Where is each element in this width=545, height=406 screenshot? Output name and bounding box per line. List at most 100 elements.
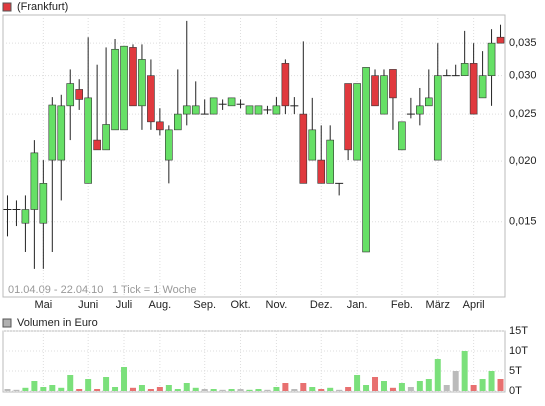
candle-body: [75, 89, 83, 100]
candle-body: [299, 113, 308, 184]
candle-body: [191, 105, 200, 115]
candle-body: [102, 124, 110, 151]
volume-bar: [219, 389, 226, 391]
volume-bar: [407, 387, 414, 391]
volume-bar: [443, 385, 450, 391]
candle-body: [425, 97, 433, 107]
candle-body: [39, 183, 48, 224]
candle-body: [281, 63, 290, 107]
candle-body: [272, 105, 281, 115]
y-tick-label: 0T: [509, 385, 522, 397]
volume-bar: [94, 389, 101, 391]
x-tick-label: Feb.: [391, 299, 413, 311]
candle-body: [227, 97, 236, 107]
volume-bar: [67, 375, 74, 391]
candle-body: [308, 129, 317, 161]
candle-body: [496, 36, 505, 44]
volume-bar: [282, 383, 289, 391]
candle-body: [21, 209, 30, 224]
volume-bar: [237, 389, 244, 391]
volume-bar: [40, 387, 47, 391]
volume-bar: [425, 379, 432, 391]
candle-body: [57, 105, 66, 161]
candle-body: [165, 129, 173, 161]
candle-body: [245, 105, 254, 115]
candle-body: [66, 83, 75, 107]
price-panel: [2, 14, 506, 298]
volume-bar: [300, 383, 307, 391]
volume-bar: [13, 389, 20, 391]
candle-body: [156, 121, 164, 131]
candle-body: [120, 45, 128, 131]
candle-body: [30, 152, 39, 210]
volume-bar: [121, 367, 128, 391]
volume-bar: [192, 387, 199, 391]
y-tick-label: 0,025: [509, 108, 537, 120]
volume-bar: [58, 387, 65, 391]
volume-bar: [201, 389, 208, 391]
volume-bar: [174, 389, 181, 391]
x-tick-label: Nov.: [266, 299, 288, 311]
candle-body: [48, 104, 57, 161]
volume-bar: [264, 389, 271, 391]
volume-bar: [210, 389, 217, 391]
volume-bar: [112, 387, 119, 391]
candle-body: [371, 75, 379, 107]
volume-bar: [345, 387, 352, 391]
candle-body: [111, 48, 119, 131]
volume-bar: [389, 387, 396, 391]
volume-bar: [452, 371, 459, 391]
x-tick-label: Aug.: [149, 299, 172, 311]
volume-bar: [309, 387, 316, 391]
candle-body: [129, 47, 137, 107]
candle-body: [416, 105, 424, 115]
volume-bar: [461, 351, 468, 391]
candle-body: [147, 75, 155, 123]
volume-bar: [22, 387, 29, 391]
x-tick-label: Sep.: [193, 299, 216, 311]
candle-body: [174, 113, 182, 131]
candle-body: [254, 105, 263, 115]
y-tick-label: 10T: [509, 345, 528, 357]
volume-bar: [85, 379, 92, 391]
volume-bar: [103, 377, 110, 391]
volume-bar: [434, 359, 441, 391]
candle-body: [398, 121, 406, 151]
volume-bar: [354, 375, 361, 391]
volume-bar: [479, 379, 486, 391]
volume-bar: [165, 385, 172, 391]
candle-body: [478, 75, 487, 99]
x-tick-label: Okt.: [230, 299, 250, 311]
candle-body: [469, 63, 478, 115]
candle-body: [344, 83, 352, 151]
volume-bar: [156, 387, 163, 391]
candle-body: [460, 63, 469, 76]
x-tick-label: Juni: [78, 299, 98, 311]
candle-body: [353, 83, 361, 161]
volume-bar: [183, 383, 190, 391]
x-tick-label: März: [426, 299, 450, 311]
candle-body: [93, 139, 101, 151]
volume-bar: [147, 389, 154, 391]
candle-body: [84, 97, 92, 184]
y-tick-label: 0,020: [509, 155, 537, 167]
x-tick-label: Mai: [34, 299, 52, 311]
candle-body: [326, 139, 334, 184]
volume-bar: [255, 389, 262, 391]
candle-body: [362, 67, 370, 253]
legend-label: (Frankfurt): [17, 1, 68, 13]
volume-bar: [470, 385, 477, 391]
volume-bar: [398, 383, 405, 391]
volume-bar: [327, 387, 334, 391]
legend-label: Volumen in Euro: [17, 317, 98, 329]
candle-body: [433, 75, 442, 161]
volume-bar: [49, 385, 56, 391]
volume-bar: [291, 389, 298, 391]
volume-bar: [497, 379, 504, 391]
candle-body: [138, 59, 146, 107]
candle-body: [182, 105, 191, 115]
y-tick-label: 0,035: [509, 37, 537, 49]
volume-bar: [416, 381, 423, 391]
y-tick-label: 0,015: [509, 216, 537, 228]
